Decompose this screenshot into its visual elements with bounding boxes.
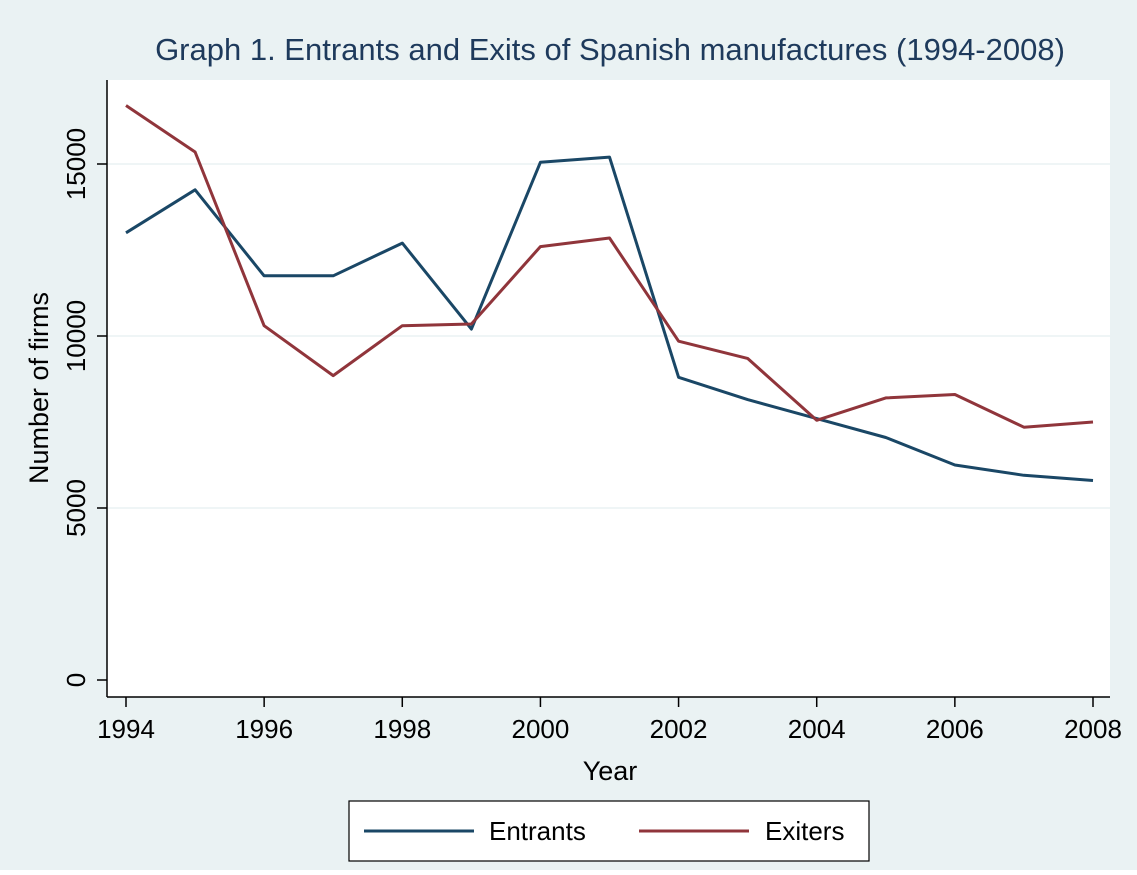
x-tick-label: 2006 <box>926 714 984 744</box>
x-axis-title: Year <box>583 756 638 786</box>
y-tick-label: 10000 <box>61 300 91 372</box>
x-tick-label: 2000 <box>512 714 570 744</box>
y-axis-title: Number of firms <box>24 292 54 484</box>
x-tick-label: 2008 <box>1064 714 1122 744</box>
x-ticks: 1994 1996 1998 2000 2002 2004 2006 2008 <box>97 697 1122 744</box>
x-tick-label: 2002 <box>650 714 708 744</box>
legend: Entrants Exiters <box>348 800 870 862</box>
x-tick-label: 2004 <box>788 714 846 744</box>
y-tick-label: 15000 <box>61 128 91 200</box>
y-tick-label: 5000 <box>61 479 91 537</box>
gridlines <box>107 163 1110 509</box>
series-line-exiters <box>125 104 1094 429</box>
y-ticks: 0 5000 10000 15000 <box>61 128 107 687</box>
legend-label-entrants: Entrants <box>489 816 586 846</box>
y-tick-label: 0 <box>61 673 91 687</box>
plot-area <box>107 80 1110 697</box>
chart-title: Graph 1. Entrants and Exits of Spanish m… <box>155 32 1065 67</box>
series-lines <box>125 104 1094 482</box>
x-tick-label: 1994 <box>97 714 155 744</box>
x-tick-label: 1996 <box>235 714 293 744</box>
legend-label-exiters: Exiters <box>765 816 844 846</box>
series-line-entrants <box>125 155 1094 482</box>
x-tick-label: 1998 <box>373 714 431 744</box>
